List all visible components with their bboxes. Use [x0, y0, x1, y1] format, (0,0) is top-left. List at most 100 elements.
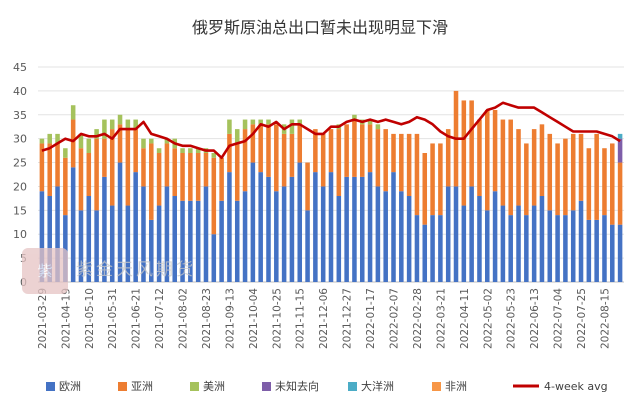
bar-segment — [188, 153, 193, 201]
bar-segment — [149, 143, 154, 220]
bar-segment — [500, 119, 506, 206]
bar-segment — [539, 196, 545, 282]
bar-segment — [508, 215, 513, 282]
bar-segment — [352, 176, 357, 282]
bar-segment — [109, 205, 115, 282]
bar-segment — [352, 114, 357, 120]
bar-segment — [39, 143, 45, 192]
bar-segment — [141, 148, 146, 187]
bar-segment — [516, 129, 521, 206]
bar-segment — [211, 234, 217, 282]
bar-segment — [141, 186, 146, 282]
legend-label: 欧洲 — [59, 380, 81, 393]
bar-segment — [375, 186, 381, 282]
bar-segment — [617, 224, 623, 282]
bar-segment — [430, 215, 435, 282]
bar-segment — [86, 196, 92, 282]
bar-segment — [55, 143, 60, 187]
bar-segment — [578, 200, 584, 282]
bar-segment — [164, 143, 170, 187]
bar-segment — [266, 124, 271, 177]
bar-segment — [70, 167, 76, 282]
bar-segment — [383, 191, 388, 282]
bar-segment — [492, 191, 498, 282]
bar-segment — [305, 162, 310, 211]
bar-segment — [133, 119, 138, 130]
bar-segment — [234, 129, 240, 144]
bar-segment — [399, 133, 404, 192]
bar-segment — [594, 133, 599, 220]
bar-segment — [328, 129, 334, 173]
x-tick-label: 2021-08-02 — [178, 288, 190, 349]
bar-segment — [406, 133, 412, 196]
legend-label: 未知去向 — [275, 379, 319, 393]
x-tick-label: 2022-02-07 — [389, 288, 401, 349]
bar-segment — [578, 133, 584, 201]
bar-segment — [320, 133, 326, 187]
bar-segment — [422, 224, 428, 282]
bar-segment — [242, 129, 248, 192]
bar-segment — [78, 133, 84, 149]
bar-segment — [63, 215, 68, 282]
bar-segment — [375, 124, 381, 130]
bar-segment — [63, 148, 68, 158]
bar-segment — [39, 138, 45, 144]
bar-segment — [117, 114, 123, 125]
legend: 欧洲 亚洲 美洲 未知去向 大洋洲 非洲 4-week avg — [46, 379, 608, 393]
y-tick-label: 40 — [13, 85, 27, 98]
bar-segment — [172, 148, 177, 196]
bar-segment — [477, 196, 482, 282]
bar-segment — [156, 148, 162, 153]
bar-segment — [320, 186, 326, 282]
x-tick-label: 2021-05-31 — [107, 288, 119, 349]
bar-segment — [117, 124, 123, 163]
x-tick-label: 2022-03-21 — [435, 288, 447, 349]
x-tick-label: 2021-07-12 — [154, 288, 166, 349]
bar-segment — [250, 119, 256, 125]
bar-segment — [195, 153, 201, 201]
x-tick-label: 2021-08-23 — [201, 288, 213, 349]
bar-segment — [234, 143, 240, 201]
bar-segment — [461, 100, 467, 206]
bar-segment — [555, 215, 560, 282]
x-tick-label: 2022-05-23 — [506, 288, 518, 349]
bar-segment — [102, 138, 107, 177]
bar-segment — [477, 119, 482, 196]
bar-segment — [164, 186, 170, 282]
bar-segment — [266, 119, 271, 125]
bar-segment — [125, 119, 131, 130]
y-tick-label: 25 — [13, 157, 27, 170]
bar-segment — [336, 129, 342, 196]
bar-segment — [610, 143, 615, 225]
avg-line — [41, 101, 621, 160]
bar-segment — [602, 215, 607, 282]
bar-segment — [594, 219, 599, 282]
bar-segment — [125, 129, 131, 206]
bar-segment — [156, 153, 162, 206]
legend-label: 大洋洲 — [361, 379, 394, 393]
bar-segment — [617, 162, 623, 225]
x-tick-label: 2021-10-25 — [271, 288, 283, 349]
bar-segment — [180, 148, 185, 153]
bar-segment — [461, 205, 467, 282]
bar-segment — [250, 124, 256, 163]
watermark-text: 紫金天风期货 — [76, 260, 196, 280]
x-tick-label: 2021-03-29 — [37, 288, 49, 349]
bar-segment — [610, 224, 615, 282]
bar-segment — [367, 124, 373, 173]
bar-segment — [258, 172, 263, 282]
bar-segment — [445, 129, 451, 187]
bar-segment — [524, 143, 529, 216]
x-tick-label: 2021-11-15 — [295, 288, 307, 349]
bar-segment — [430, 143, 435, 216]
bar-segment — [242, 191, 248, 282]
bar-segment — [500, 205, 506, 282]
bar-segment — [258, 119, 263, 125]
bar-segment — [406, 196, 412, 282]
bar-segment — [55, 186, 60, 282]
bar-segment — [383, 129, 388, 192]
bar-segment — [344, 124, 349, 177]
bar-segment — [250, 162, 256, 282]
bar-segment — [188, 148, 193, 153]
